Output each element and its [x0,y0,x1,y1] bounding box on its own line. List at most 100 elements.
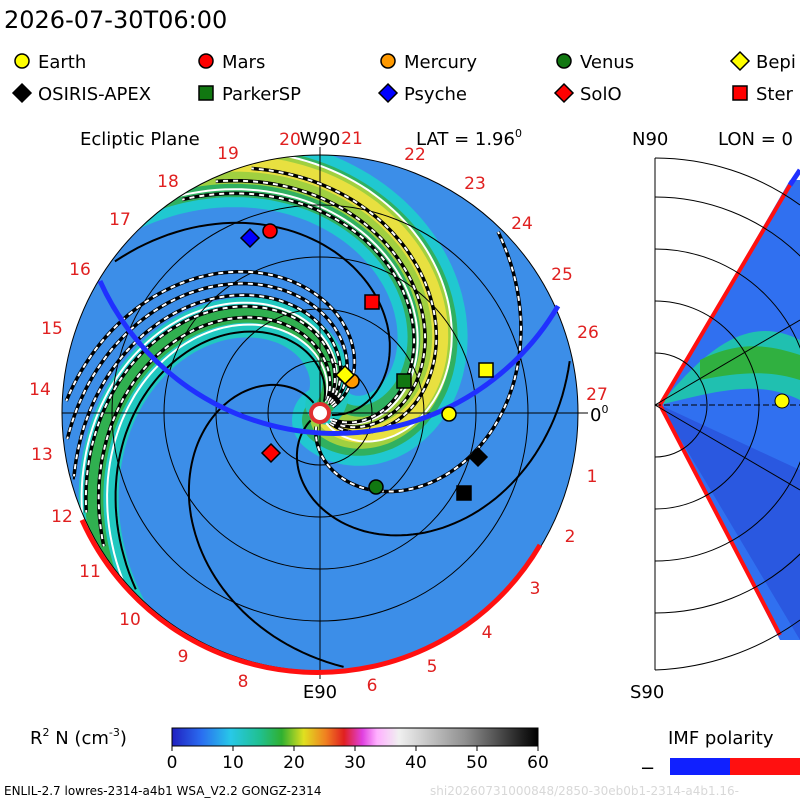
legend-label: Mars [222,52,265,73]
sector-number: 25 [551,265,573,285]
legend: Earth Mars Mercury Venus Bepi OSIRIS-APEX Park… [11,50,796,105]
marker [11,82,33,104]
lat-text: LAT = 1.96 [416,129,515,150]
sector-number: 11 [79,562,101,582]
timestamp: 2026-07-30T06:00 [4,6,227,34]
e90: E90 [303,682,337,703]
meridional-panel: N90 LON = 0 S90 [630,129,800,703]
sector-number: 12 [51,507,73,527]
legend-label: Earth [38,52,86,73]
footer-faint: shi20260731000848/2850-30eb0b1-2314-a4b1… [430,784,739,798]
field-line [114,221,391,416]
legend-label: OSIRIS-APEX [38,84,151,105]
panel-title: Ecliptic Plane [80,129,200,150]
cb-end: ) [120,728,127,749]
zero-text: 0 [590,405,601,426]
s90: S90 [630,682,664,703]
sector-number: 4 [482,623,493,643]
sector-number: 18 [157,172,179,192]
sector-number: 27 [586,385,608,405]
rim-blue [97,279,561,436]
legend-label: Psyche [404,84,467,105]
marker [14,53,30,69]
field-line-dash [65,270,356,408]
marker [380,53,396,69]
marker [456,485,472,501]
marker [239,227,261,249]
colorbar-label: R2 N (cm-3) [30,726,127,749]
sector-number: 24 [511,214,533,234]
sector-number: 10 [119,610,141,630]
marker [441,406,457,422]
lon-label: LON = 0 [718,129,793,150]
field-line [295,360,571,537]
marker [334,364,356,386]
sector-number: 1 [587,467,598,487]
zero-unit: 0 [601,403,608,416]
sector-number: 17 [109,210,131,230]
sector-number: 5 [427,657,438,677]
colorbar-tick-label: 20 [283,753,305,773]
sector-number: 26 [577,323,599,343]
zero-label: 00 [590,403,608,426]
density-band [85,304,341,671]
colorbar-tick-label: 30 [344,753,366,773]
marker [729,50,751,72]
sector-number: 8 [238,672,249,692]
legend-label: ParkerSP [222,84,301,105]
sector-number: 19 [217,144,239,164]
sector-number: 3 [530,579,541,599]
colorbar-tick-label: 0 [167,753,178,773]
sector-number: 6 [367,676,378,696]
sector-number: 9 [178,647,189,667]
imf-minus: − [640,758,655,779]
cb-n: N (cm [50,728,109,749]
cb-r: R [30,728,43,749]
sector-number: 15 [41,319,63,339]
field-line-dash [314,231,523,493]
field-line [114,330,327,590]
cb-sup2: -3 [109,726,120,739]
field-line [187,383,344,668]
rim-red [79,518,543,675]
sector-number: 14 [29,380,51,400]
marker [364,294,380,310]
sector-number: 13 [31,445,53,465]
legend-label: Bepi [756,52,796,73]
footer: ENLIL-2.7 lowres-2314-a4b1 WSA_V2.2 GONG… [4,784,321,798]
sun [309,402,331,424]
field-line-dash [97,316,331,547]
marker [198,85,214,101]
cb-sup: 2 [43,726,50,739]
colorbar-tick-label: 10 [222,753,244,773]
marker [553,82,575,104]
colorbar-tick-label: 40 [405,753,427,773]
marker [262,223,278,239]
imf-negative [670,758,730,775]
marker [198,53,214,69]
n90: N90 [632,129,668,150]
marker [556,53,572,69]
marker [467,446,489,468]
sector-number: 20 [279,130,301,150]
lat-unit: 0 [515,127,522,140]
marker [732,85,748,101]
w90: W90 [300,129,341,150]
density-band [118,155,449,443]
legend-label: SolO [580,84,622,105]
field-line-dash [215,179,427,429]
marker [478,362,494,378]
sector-number: 21 [341,129,363,149]
colorbar-tick-label: 50 [466,753,488,773]
field-line-dash [73,294,342,477]
sector-number: 23 [464,174,486,194]
marker [368,479,384,495]
lat-label: LAT = 1.960 [416,127,522,150]
marker [377,82,399,104]
imf-label: IMF polarity [668,728,774,749]
sector-number: 2 [565,527,576,547]
colorbar [171,727,539,747]
marker [260,442,282,464]
legend-label: Venus [580,52,634,73]
